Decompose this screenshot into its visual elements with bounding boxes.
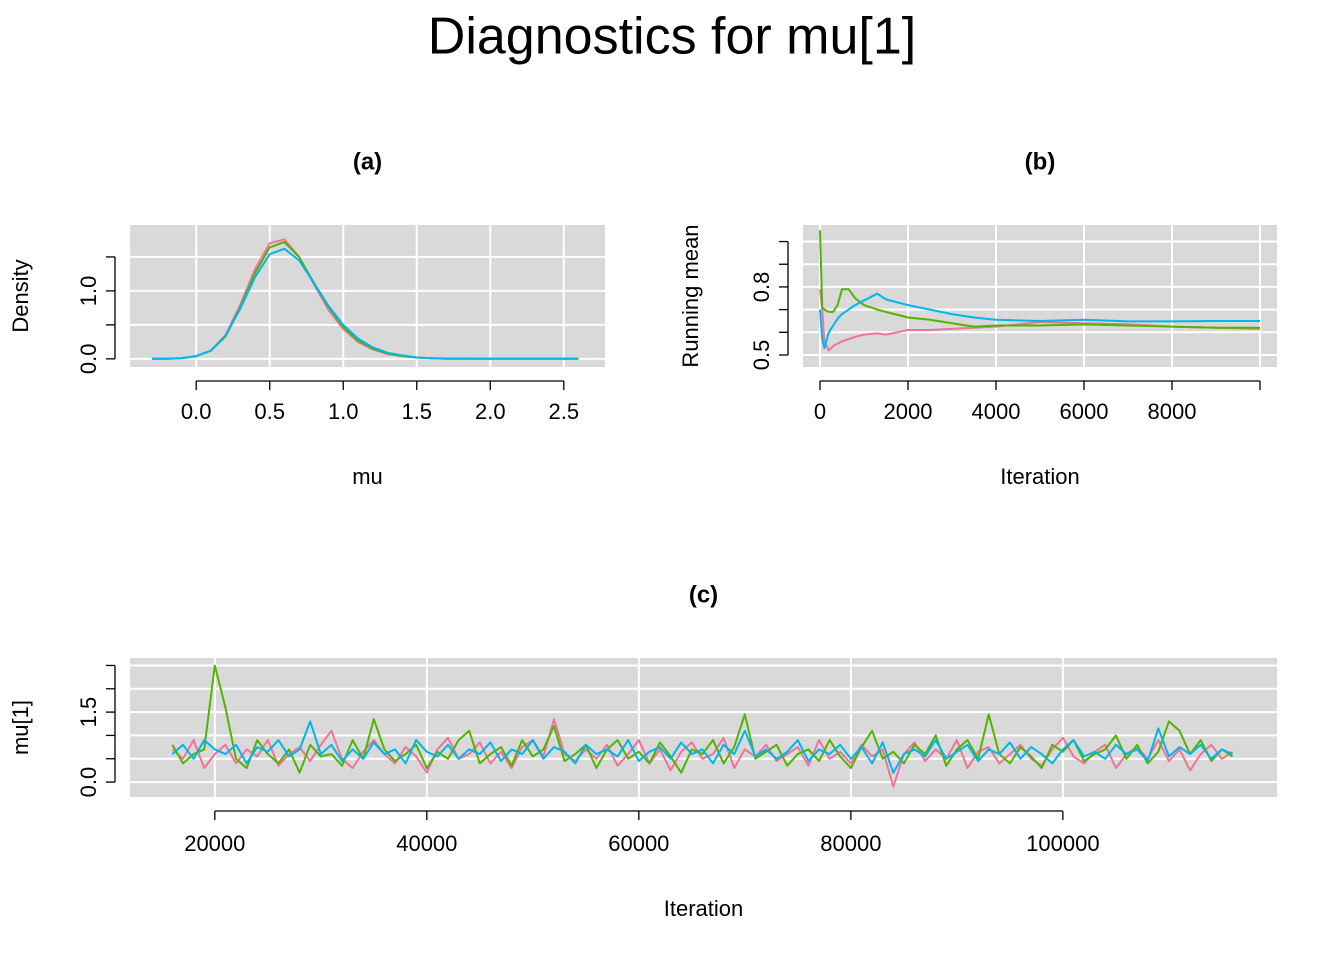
x-axis-label: Iteration xyxy=(664,896,744,921)
x-tick-label: 0 xyxy=(814,399,826,424)
y-tick-label: 0.5 xyxy=(749,340,774,371)
x-tick-label: 1.5 xyxy=(401,399,432,424)
series-line xyxy=(171,720,1233,774)
x-tick-label: 8000 xyxy=(1148,399,1197,424)
series-line xyxy=(152,247,579,360)
x-axis-label: mu xyxy=(352,464,383,489)
series-line xyxy=(171,664,1234,774)
series-line xyxy=(819,289,1261,352)
x-tick-label: 20000 xyxy=(184,831,245,856)
panel-title: (c) xyxy=(689,581,718,608)
x-tick-label: 0.0 xyxy=(181,399,212,424)
y-axis-label: Running mean xyxy=(678,224,703,367)
x-tick-label: 6000 xyxy=(1060,399,1109,424)
x-tick-label: 80000 xyxy=(820,831,881,856)
x-tick-label: 2.5 xyxy=(549,399,580,424)
x-tick-label: 4000 xyxy=(972,399,1021,424)
x-tick-label: 1.0 xyxy=(328,399,359,424)
y-tick-label: 0.0 xyxy=(76,344,101,375)
panel-title: (b) xyxy=(1025,148,1056,175)
x-tick-label: 2000 xyxy=(884,399,933,424)
y-axis-label: Density xyxy=(8,259,33,332)
y-tick-label: 1.0 xyxy=(76,276,101,307)
y-tick-label: 0.0 xyxy=(76,767,101,798)
panel-title: (a) xyxy=(353,148,382,175)
x-axis-label: Iteration xyxy=(1000,464,1080,489)
x-tick-label: 60000 xyxy=(608,831,669,856)
y-tick-label: 0.8 xyxy=(749,272,774,303)
y-tick-label: 1.5 xyxy=(76,697,101,728)
series-line xyxy=(819,230,1260,329)
series-line xyxy=(171,718,1234,788)
x-tick-label: 2.0 xyxy=(475,399,506,424)
plot-background xyxy=(130,658,1277,797)
x-tick-label: 40000 xyxy=(396,831,457,856)
series-line xyxy=(819,292,1260,350)
y-axis-label: mu[1] xyxy=(8,700,33,755)
x-tick-label: 0.5 xyxy=(254,399,285,424)
figure-title: Diagnostics for mu[1] xyxy=(428,8,916,66)
x-tick-label: 100000 xyxy=(1026,831,1099,856)
